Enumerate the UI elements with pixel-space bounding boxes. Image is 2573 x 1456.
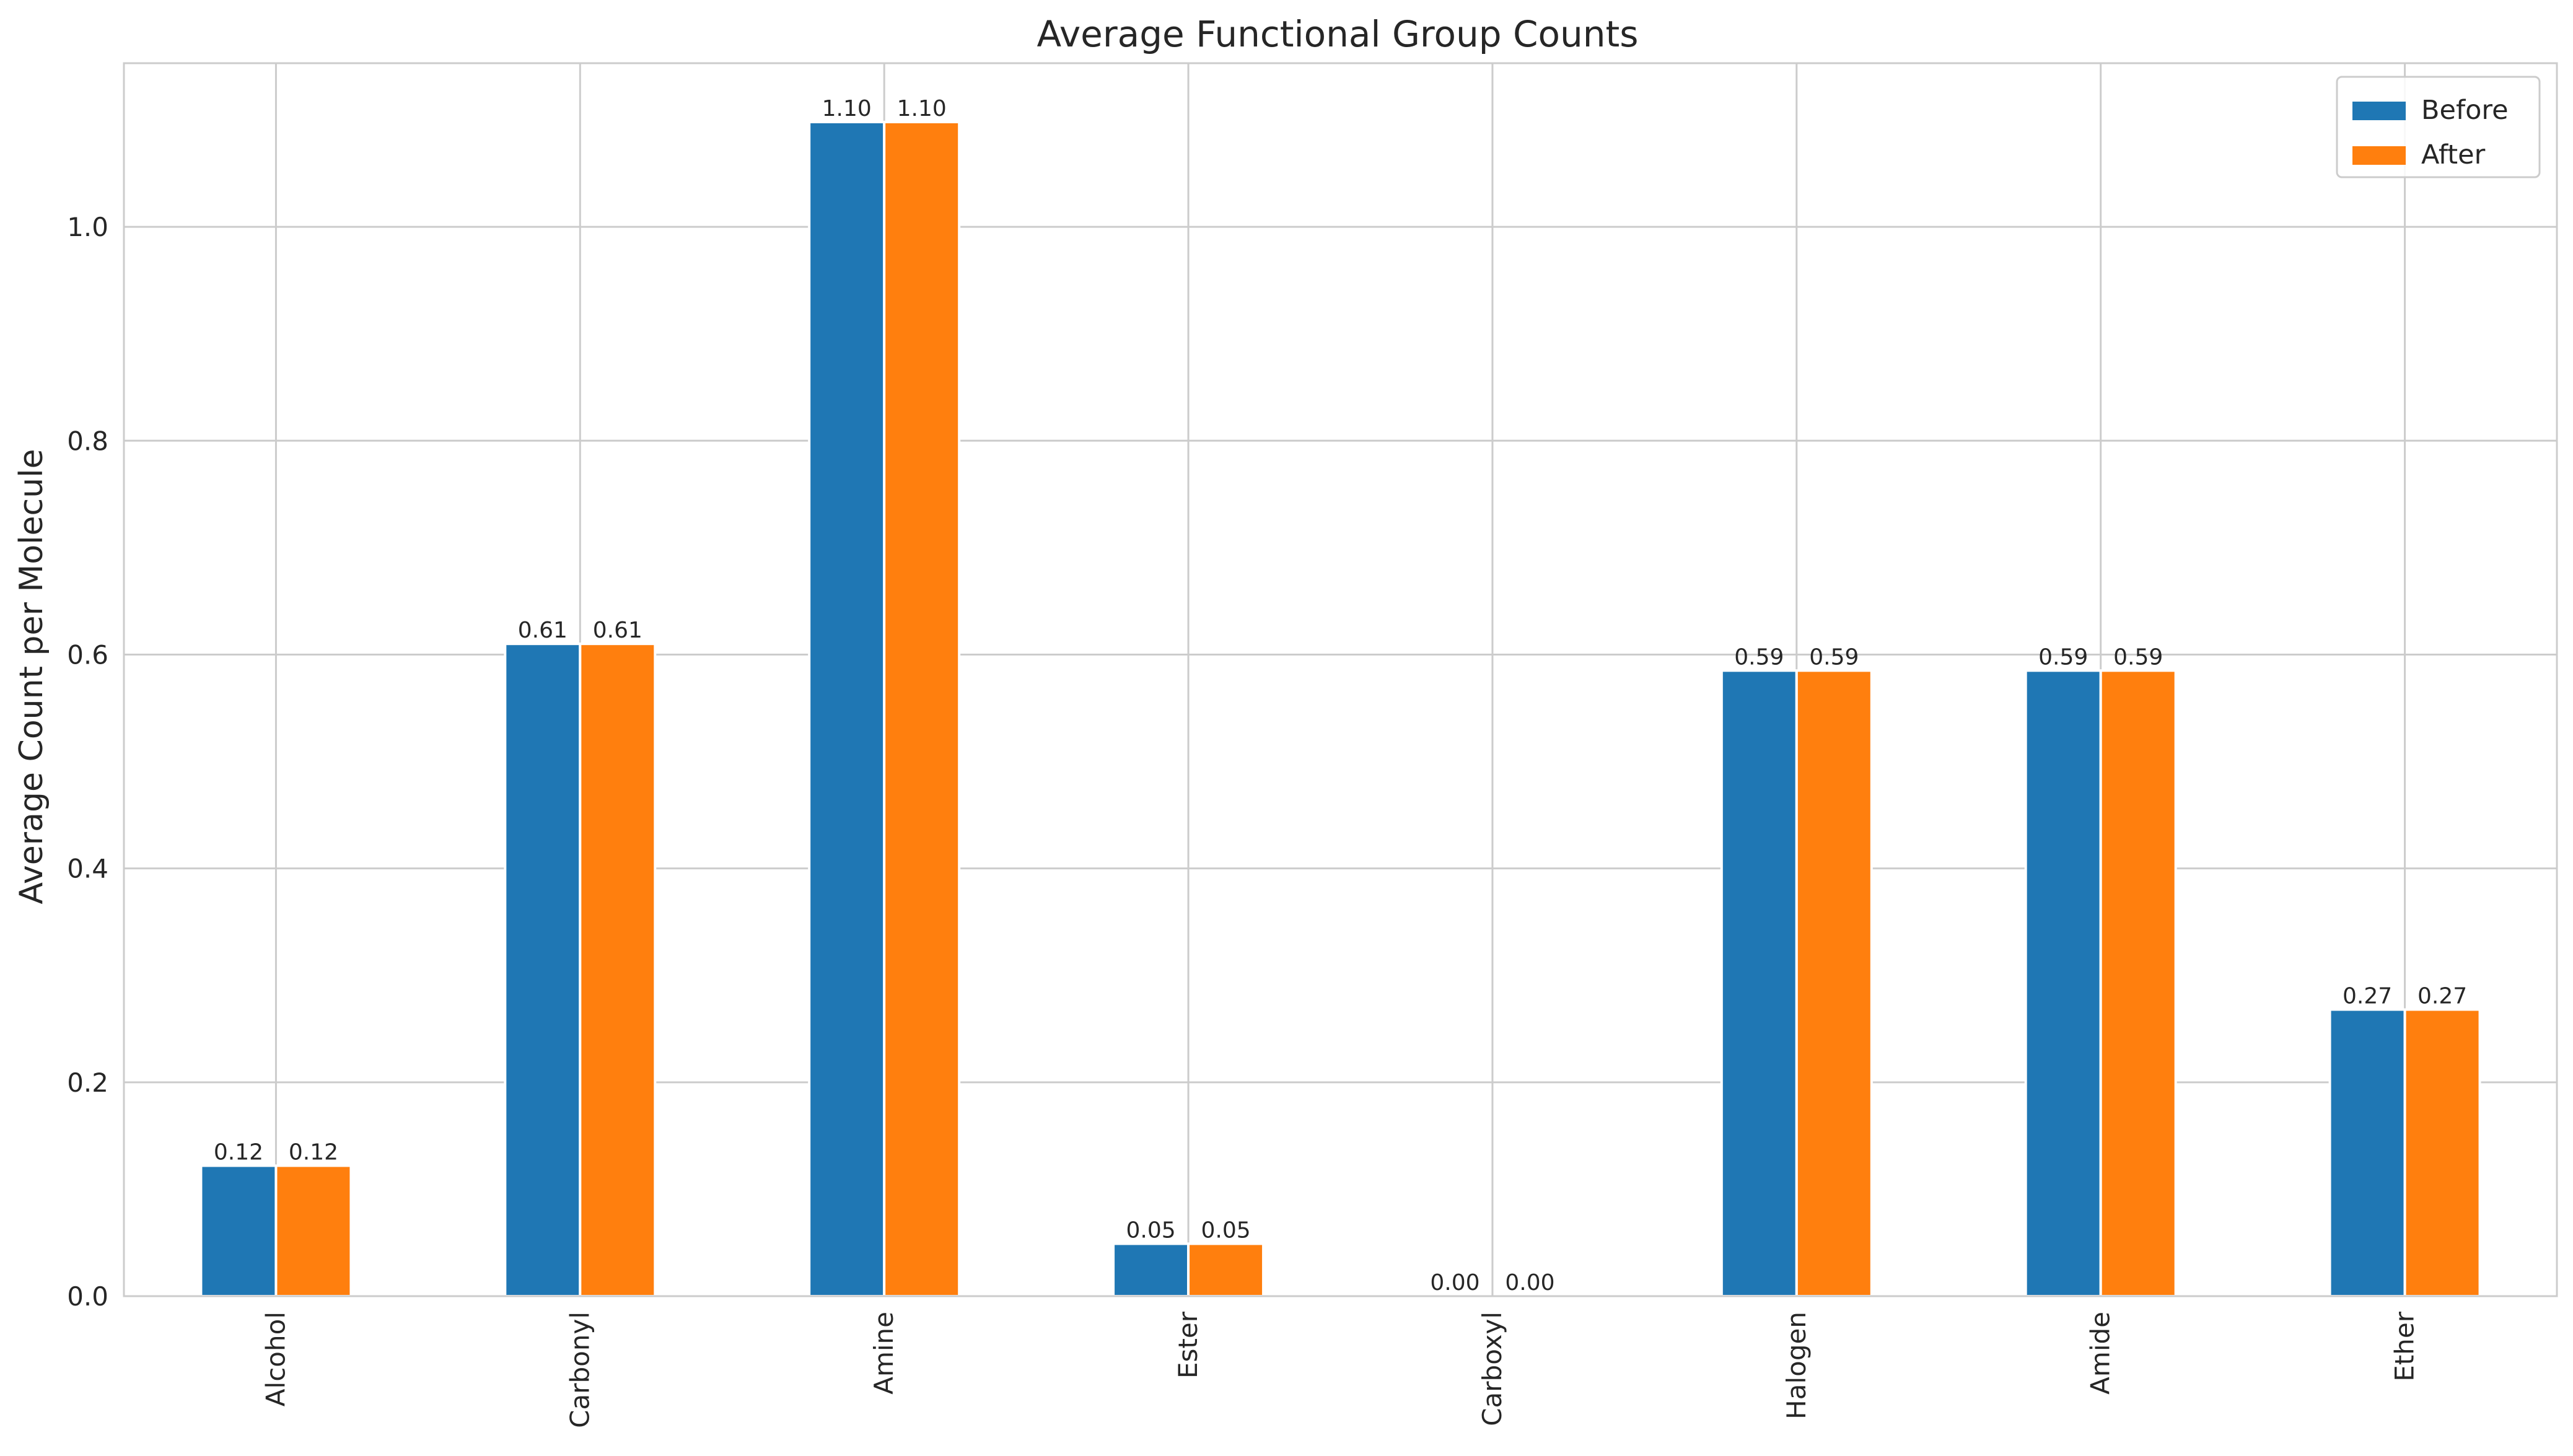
bar-before: [2024, 669, 2102, 1297]
bar-value-label: 0.61: [518, 618, 568, 643]
bar-value-label: 0.05: [1201, 1217, 1250, 1243]
bar-before: [2328, 1008, 2406, 1297]
bar-before: [199, 1164, 278, 1298]
bar-value-label: 0.59: [2038, 644, 2088, 670]
x-tick-label: Alcohol: [260, 1312, 291, 1406]
legend-swatch-before: [2352, 102, 2406, 120]
bar-before: [1720, 669, 1798, 1297]
x-tick-label: Carboxyl: [1477, 1312, 1507, 1426]
y-tick-label: 0.2: [67, 1068, 108, 1098]
y-tick-label: 0.4: [67, 854, 108, 884]
bar-value-label: 1.10: [897, 96, 947, 121]
bar-before: [1112, 1242, 1190, 1298]
bar-after: [1187, 1242, 1265, 1298]
bar-before: [808, 120, 886, 1298]
bar-after: [883, 120, 961, 1298]
legend-label-after: After: [2421, 139, 2486, 170]
bar-value-label: 0.12: [214, 1139, 263, 1165]
bar-before: [504, 642, 582, 1297]
x-tick-label: Ester: [1173, 1311, 1203, 1379]
bar-after: [579, 642, 657, 1297]
bar-value-label: 0.05: [1126, 1217, 1175, 1243]
bar-value-label: 0.59: [1809, 644, 1859, 670]
x-tick-label: Amine: [869, 1312, 899, 1395]
x-tick-label: Ether: [2390, 1311, 2420, 1381]
y-tick-label: 0.8: [67, 426, 108, 456]
plot-frame: [123, 62, 2558, 1297]
bar-after: [2403, 1008, 2481, 1297]
bar-after: [2099, 669, 2177, 1297]
legend-label-before: Before: [2421, 95, 2509, 126]
y-tick-label: 0.6: [67, 639, 108, 670]
bar-value-label: 0.61: [593, 618, 642, 643]
legend-swatch-after: [2352, 146, 2406, 165]
x-tick-label: Halogen: [1781, 1312, 1812, 1419]
y-tick-label: 1.0: [67, 212, 108, 242]
plot-area: 0.0 0.2 0.4 0.6 0.8 1.0 Alcohol Carbonyl Amine Es…: [67, 62, 2558, 1428]
bar-value-label: 0.12: [289, 1139, 338, 1165]
bar-value-label: 0.27: [2343, 983, 2392, 1009]
bar-value-label: 0.59: [1734, 644, 1784, 670]
legend: Before After: [2336, 76, 2541, 178]
y-axis-title: Average Count per Molecule: [13, 449, 50, 904]
bar-value-label: 0.00: [1505, 1270, 1554, 1296]
bar-after: [1795, 669, 1873, 1297]
y-tick-label: 0.0: [67, 1281, 108, 1312]
x-tick-label: Carbonyl: [564, 1312, 595, 1428]
chart-title: Average Functional Group Counts: [1037, 13, 1639, 55]
bar-value-label: 0.27: [2417, 983, 2467, 1009]
bar-value-label: 0.59: [2113, 644, 2163, 670]
x-tick-label: Amide: [2085, 1312, 2116, 1395]
bar-value-label: 0.00: [1430, 1270, 1479, 1296]
bar-value-label: 1.10: [822, 96, 872, 121]
bar-after: [274, 1164, 353, 1298]
